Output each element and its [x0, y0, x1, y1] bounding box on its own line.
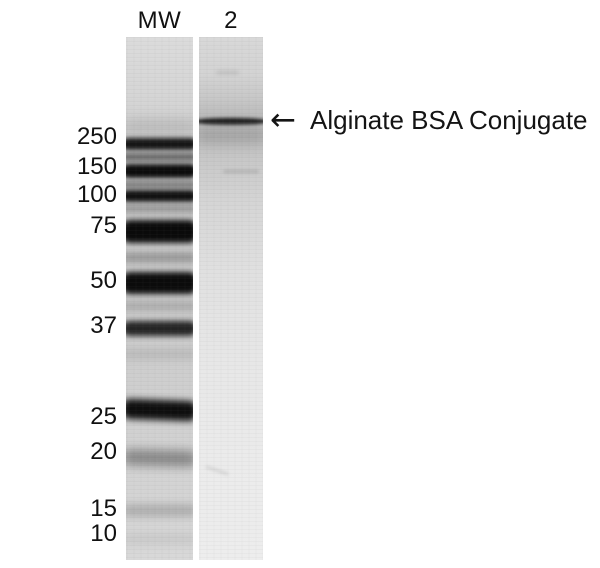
faint-artifact-line [223, 169, 259, 173]
ladder-smear-bottom [126, 535, 193, 543]
lane-header-2: 2 [224, 7, 238, 34]
faint-scratch [205, 464, 230, 476]
ladder-smear [126, 180, 193, 188]
left-arrow-icon: ← [270, 101, 296, 138]
ladder-smear [126, 302, 193, 310]
ladder-band-20 [126, 449, 193, 467]
mw-marker-20: 20 [90, 438, 117, 465]
mw-marker-250: 250 [76, 123, 117, 150]
ladder-smear [126, 252, 193, 262]
alginate-bsa-conjugate-band [199, 117, 263, 125]
ladder-band-25 [126, 398, 193, 422]
faint-smudge [215, 70, 239, 74]
mw-marker-15: 15 [90, 495, 117, 522]
ladder-band-100 [126, 190, 193, 202]
mw-ladder-lane [126, 37, 193, 560]
ladder-smear [126, 350, 193, 358]
ladder-band-75 [126, 219, 193, 243]
ladder-band-250 [126, 138, 193, 150]
ladder-smear [126, 204, 193, 212]
ladder-smear [126, 153, 193, 161]
ladder-band-15 [126, 504, 193, 516]
mw-marker-50: 50 [90, 267, 117, 294]
band-annotation-label: Alginate BSA Conjugate [309, 104, 588, 135]
band-under-shadow [199, 127, 263, 143]
mw-marker-37: 37 [90, 312, 117, 339]
mw-marker-25: 25 [90, 403, 117, 430]
ladder-band-150 [126, 164, 193, 178]
ladder-smear-top [126, 119, 193, 135]
ladder-band-37 [126, 320, 193, 336]
mw-marker-150: 150 [76, 153, 117, 180]
lane-header-mw: MW [137, 7, 182, 34]
mw-marker-100: 100 [76, 181, 117, 208]
mw-marker-10: 10 [90, 520, 117, 547]
mw-marker-labels: 250 150 100 75 50 37 25 20 15 10 [0, 0, 117, 568]
band-annotation: ← Alginate BSA Conjugate [270, 102, 588, 138]
sample-lane-2 [199, 37, 263, 560]
ladder-band-50 [126, 272, 193, 294]
mw-marker-75: 75 [90, 212, 117, 239]
